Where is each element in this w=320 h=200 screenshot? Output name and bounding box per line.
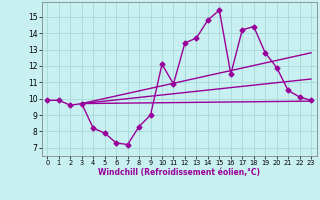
X-axis label: Windchill (Refroidissement éolien,°C): Windchill (Refroidissement éolien,°C) — [98, 168, 260, 177]
